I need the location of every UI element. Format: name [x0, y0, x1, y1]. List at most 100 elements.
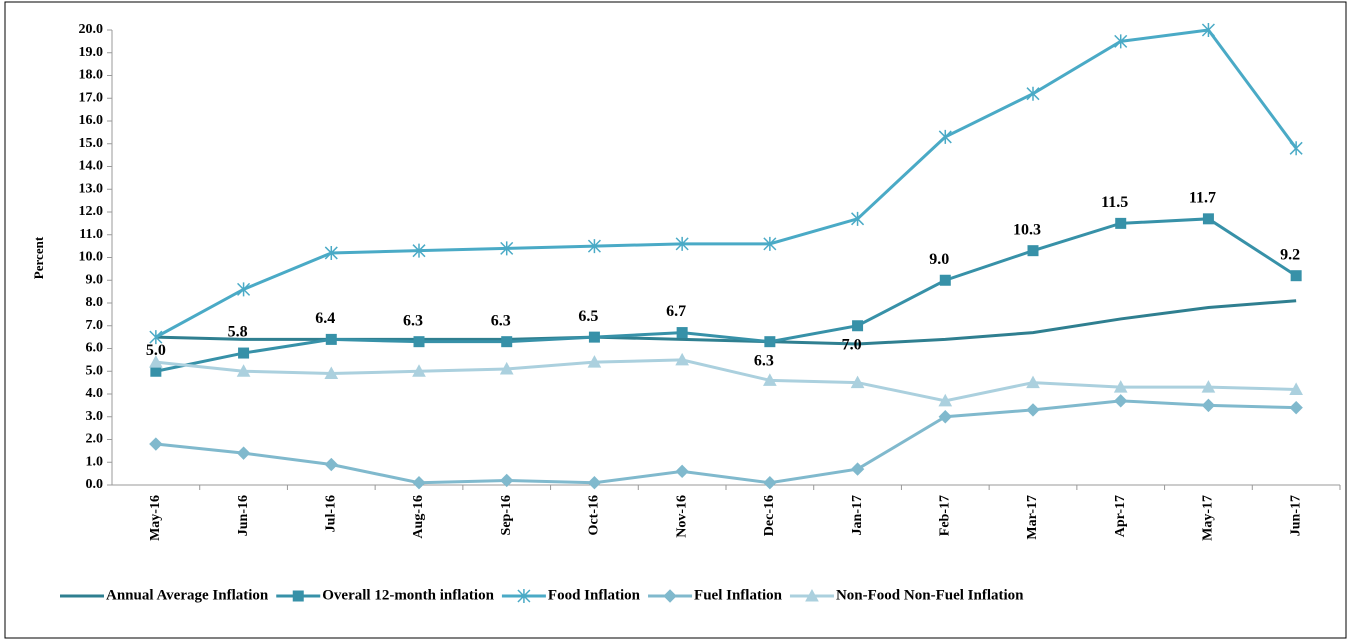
- data-label: 6.4: [315, 310, 335, 327]
- marker: [1201, 398, 1216, 413]
- marker: [1026, 86, 1040, 101]
- marker: [292, 590, 304, 602]
- marker: [763, 236, 777, 251]
- x-tick-label: May-16: [148, 495, 163, 541]
- marker: [763, 476, 777, 490]
- y-tick-label: 5.0: [86, 363, 104, 378]
- data-label: 6.3: [491, 312, 511, 329]
- series-line: [155, 217, 1297, 373]
- marker: [1026, 375, 1040, 389]
- y-tick-label: 0.0: [86, 477, 104, 492]
- marker: [1289, 141, 1303, 156]
- marker: [236, 446, 251, 460]
- marker: [1115, 217, 1127, 229]
- x-tick-label: Jun-16: [236, 495, 251, 536]
- x-tick-label: Dec-16: [762, 495, 777, 536]
- marker: [1201, 380, 1216, 393]
- marker: [675, 352, 689, 366]
- data-label: 6.3: [754, 352, 774, 369]
- y-tick-label: 7.0: [86, 318, 104, 333]
- y-tick-label: 15.0: [79, 136, 104, 151]
- data-label: 11.7: [1189, 189, 1216, 206]
- x-tick-label: Jun-17: [1288, 495, 1303, 536]
- x-tick-label: Jul-16: [324, 495, 339, 532]
- marker: [850, 462, 865, 476]
- x-tick-label: Jan-17: [850, 495, 865, 535]
- x-tick-label: Apr-17: [1113, 495, 1128, 537]
- x-tick-label: Aug-16: [411, 495, 426, 539]
- chart-border: [4, 1, 1347, 639]
- y-tick-label: 18.0: [79, 68, 104, 83]
- marker: [851, 211, 865, 226]
- marker: [588, 331, 600, 343]
- marker: [675, 464, 689, 479]
- x-tick-label: Nov-16: [674, 495, 689, 538]
- marker: [850, 375, 865, 389]
- y-tick-label: 2.0: [86, 432, 104, 447]
- x-tick-label: Feb-17: [938, 495, 953, 536]
- series-line: [155, 358, 1297, 403]
- y-tick-label: 12.0: [79, 204, 104, 219]
- y-tick-label: 13.0: [79, 181, 104, 196]
- marker: [1026, 403, 1040, 417]
- marker: [1202, 213, 1214, 225]
- marker: [1114, 34, 1128, 49]
- marker: [149, 355, 163, 368]
- legend-item: Annual Average Inflation: [60, 587, 269, 603]
- marker: [675, 236, 689, 251]
- data-label: 9.0: [929, 251, 949, 268]
- data-label: 6.7: [666, 303, 686, 320]
- y-tick-label: 19.0: [79, 45, 104, 60]
- marker: [764, 336, 776, 348]
- marker: [1290, 270, 1302, 282]
- y-tick-label: 8.0: [86, 295, 104, 310]
- marker: [413, 336, 425, 348]
- marker: [663, 589, 677, 603]
- y-tick-label: 9.0: [86, 272, 104, 287]
- data-label: 5.8: [228, 324, 248, 341]
- marker: [500, 473, 514, 488]
- x-tick-label: Sep-16: [499, 495, 514, 535]
- marker: [1027, 245, 1039, 257]
- marker: [324, 457, 338, 472]
- marker: [325, 333, 337, 345]
- marker: [499, 361, 514, 375]
- data-label: 6.5: [578, 308, 598, 325]
- marker: [763, 373, 777, 386]
- legend-label: Annual Average Inflation: [106, 587, 269, 603]
- marker: [1289, 400, 1303, 415]
- marker: [587, 355, 602, 368]
- marker: [237, 282, 251, 297]
- y-tick-label: 3.0: [86, 409, 104, 424]
- data-label: 9.2: [1280, 246, 1300, 263]
- y-tick-label: 14.0: [79, 159, 104, 174]
- marker: [236, 364, 251, 377]
- marker: [149, 437, 163, 451]
- marker: [938, 410, 952, 424]
- y-tick-label: 6.0: [86, 341, 104, 356]
- y-tick-label: 16.0: [79, 113, 104, 128]
- series-line: [155, 399, 1297, 485]
- marker: [1113, 380, 1128, 393]
- marker: [412, 243, 426, 258]
- data-label: 11.5: [1101, 194, 1128, 211]
- legend-label: Fuel Inflation: [694, 587, 783, 603]
- marker: [1114, 394, 1128, 408]
- y-tick-label: 4.0: [86, 386, 104, 401]
- marker: [676, 327, 688, 339]
- y-axis-label: Percent: [31, 236, 46, 279]
- x-tick-label: May-17: [1201, 495, 1216, 541]
- marker: [150, 365, 162, 377]
- y-tick-label: 11.0: [79, 227, 103, 242]
- marker: [324, 245, 338, 260]
- marker: [500, 241, 514, 256]
- marker: [1289, 382, 1303, 395]
- marker: [938, 129, 952, 144]
- marker: [587, 239, 601, 254]
- y-tick-label: 1.0: [86, 454, 104, 469]
- y-tick-label: 20.0: [79, 22, 104, 37]
- marker: [149, 330, 163, 345]
- x-tick-label: Mar-17: [1025, 495, 1040, 540]
- y-tick-label: 10.0: [79, 250, 104, 265]
